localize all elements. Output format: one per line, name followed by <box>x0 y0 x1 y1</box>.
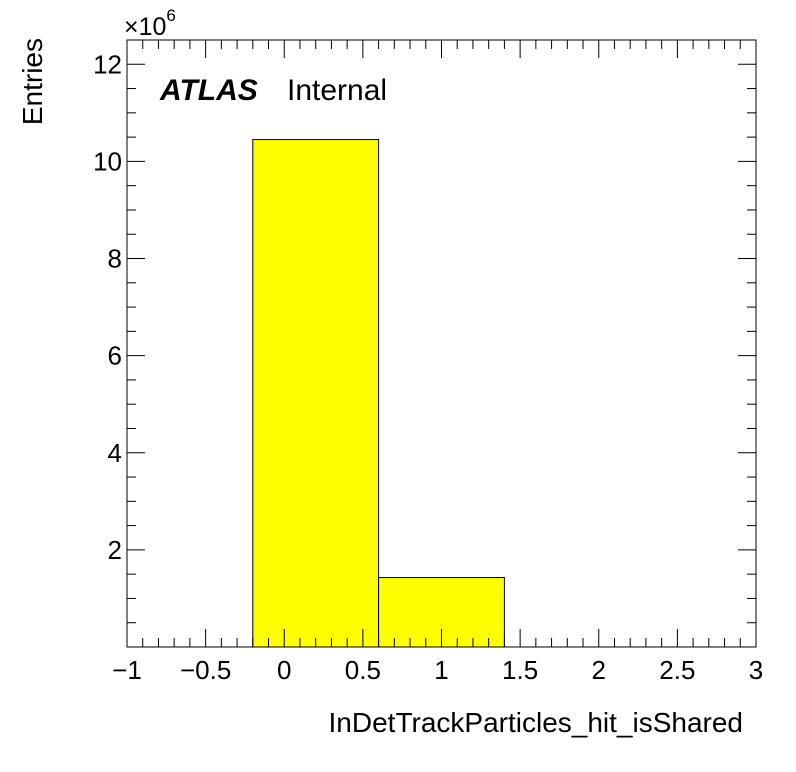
x-tick-label: 2.5 <box>659 655 695 685</box>
plot-background <box>127 40 756 647</box>
axis-ticks <box>126 39 757 647</box>
histogram-bin-1 <box>252 139 380 648</box>
x-tick-label: 1.5 <box>502 655 538 685</box>
y-multiplier-base: ×10 <box>124 13 166 41</box>
y-tick-label: 6 <box>108 341 122 371</box>
y-axis-title: Entries <box>17 38 48 125</box>
atlas-label: ATLAS <box>159 74 258 107</box>
histogram-bars <box>252 139 505 648</box>
y-multiplier-exponent: 6 <box>166 6 175 25</box>
y-tick-label: 10 <box>93 146 122 176</box>
x-tick-label: 1 <box>434 655 448 685</box>
y-tick-label: 12 <box>93 49 122 79</box>
x-tick-label: 2 <box>592 655 606 685</box>
y-tick-label: 4 <box>108 438 122 468</box>
y-tick-label: 8 <box>108 244 122 274</box>
plot-frame <box>126 39 757 648</box>
x-tick-label: −1 <box>112 655 142 685</box>
y-tick-labels: 2 4 6 8 10 12 <box>93 49 122 565</box>
x-tick-label: 3 <box>749 655 763 685</box>
x-axis-title: InDetTrackParticles_hit_isShared <box>329 707 743 738</box>
y-multiplier-label: ×106 <box>124 6 176 41</box>
x-tick-labels: −1 −0.5 0 0.5 1 1.5 2 2.5 3 <box>112 655 763 685</box>
x-tick-label: −0.5 <box>180 655 231 685</box>
atlas-status-label: Internal <box>287 74 387 107</box>
x-tick-label: 0.5 <box>345 655 381 685</box>
x-tick-label: 0 <box>277 655 291 685</box>
y-tick-label: 2 <box>108 535 122 565</box>
